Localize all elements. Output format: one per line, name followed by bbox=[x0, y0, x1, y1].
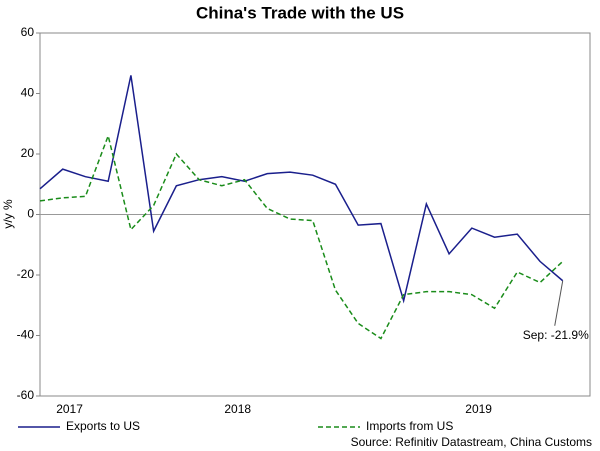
annotation-leader bbox=[554, 280, 564, 326]
y-tick-label: 20 bbox=[21, 146, 35, 160]
chart-title: China's Trade with the US bbox=[196, 3, 404, 22]
y-tick-label: 40 bbox=[21, 86, 35, 100]
y-tick-label: -20 bbox=[17, 267, 35, 281]
source: Source: Refinitiv Datastream, China Cust… bbox=[351, 435, 592, 449]
y-tick-label: -40 bbox=[17, 328, 35, 342]
y-tick-label: 0 bbox=[27, 207, 34, 221]
y-tick-label: 60 bbox=[21, 25, 35, 39]
x-tick-label: 2017 bbox=[56, 402, 83, 416]
x-tick-label: 2019 bbox=[465, 402, 492, 416]
annotation: Sep: -21.9% bbox=[523, 328, 589, 342]
series-line bbox=[39, 75, 564, 304]
legend-label: Exports to US bbox=[66, 419, 140, 433]
y-tick-label: -60 bbox=[17, 388, 35, 402]
x-tick-label: 2018 bbox=[224, 402, 251, 416]
y-axis-label: y/y % bbox=[1, 199, 15, 229]
series-line bbox=[39, 133, 564, 340]
legend-label: Imports from US bbox=[366, 419, 453, 433]
